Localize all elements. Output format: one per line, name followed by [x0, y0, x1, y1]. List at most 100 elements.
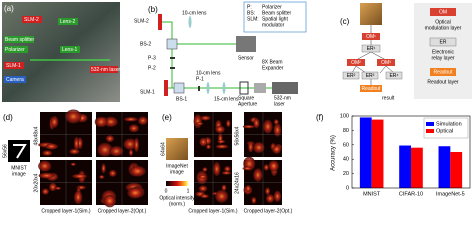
activation	[199, 137, 208, 147]
legend-text: relay layer	[431, 55, 454, 61]
legend-key: P:	[247, 4, 252, 10]
activation	[129, 165, 146, 177]
y-tick-label: 100	[340, 113, 349, 119]
component: BS-1	[176, 96, 187, 102]
activation	[253, 118, 260, 129]
activation	[251, 196, 257, 204]
activation	[206, 144, 211, 150]
legend-box	[423, 117, 469, 139]
legend-text: Optical	[435, 19, 451, 25]
row-label: 48x48x4	[33, 126, 39, 145]
input-name: MNIST	[11, 165, 27, 171]
component: SLM-1	[140, 89, 155, 95]
component: Expander	[262, 65, 284, 71]
figure: (a) SLM-2 Lens-2 Beam splitter Polarizer…	[2, 1, 472, 214]
callout-bg	[4, 76, 26, 83]
y-tick-label: 0	[346, 185, 349, 191]
input-size: 64x64	[160, 142, 166, 156]
node-label: OM²	[351, 60, 361, 66]
legend-key: ER	[440, 39, 447, 45]
panel-label: (f)	[316, 113, 324, 122]
node	[362, 33, 380, 40]
input-name: image	[12, 171, 26, 177]
x-tick-label: MNIST	[363, 191, 381, 197]
input-size: 56x56	[2, 144, 8, 158]
activation	[50, 116, 59, 128]
node-label: ER³	[366, 73, 375, 79]
legend-text: Polarizer	[262, 4, 282, 10]
slm	[158, 14, 162, 30]
activation	[268, 160, 279, 172]
panel-b: (b) SLM-2 10-cm lens BS-2 P-3 P-2 Sensor…	[134, 1, 307, 107]
component: BS-2	[140, 41, 151, 47]
activation	[38, 172, 55, 179]
legend-key: OM	[439, 9, 447, 15]
activation	[272, 144, 282, 154]
legend-swatch	[430, 68, 456, 76]
activation	[138, 116, 148, 125]
legend-key: BS:	[247, 10, 255, 16]
node-label: Readout	[362, 86, 382, 92]
activation	[242, 166, 253, 171]
activation	[213, 162, 221, 177]
node	[342, 71, 360, 80]
lens	[206, 82, 210, 94]
panel-label: (d)	[3, 113, 13, 122]
activation	[133, 137, 140, 152]
callout: 532-nm laser	[91, 67, 121, 73]
legend-text: modulator	[262, 22, 285, 28]
lens	[188, 16, 192, 28]
activation	[54, 186, 62, 190]
x-tick-label: CIFAR-10	[399, 191, 423, 197]
y-tick-label: 80	[343, 128, 349, 134]
activation	[103, 194, 116, 208]
bar-chart: (f) Accuracy (%) 0 20 40 60 80 100 MNIST CIFAR-…	[316, 113, 471, 197]
bar	[371, 119, 384, 188]
activation	[99, 175, 105, 179]
legend-swatch	[429, 37, 457, 47]
tile-grid	[38, 109, 148, 208]
caption: Cropped layer-2(Opt.)	[244, 208, 293, 214]
activation	[129, 124, 139, 133]
input-image	[166, 138, 188, 160]
legend-label: Simulation	[436, 121, 462, 127]
row-label: 56x56x4	[234, 126, 240, 145]
plot-frame	[351, 115, 471, 189]
activation	[265, 194, 275, 203]
beam-splitter	[166, 38, 178, 50]
legend-text: Spatial light	[262, 16, 288, 22]
activation	[73, 136, 79, 151]
activation	[226, 119, 231, 128]
activation	[215, 125, 225, 134]
input-name: ImageNet	[166, 163, 188, 169]
caption: Cropped layer-1(Sim.)	[188, 208, 238, 214]
component: 532-nm	[274, 95, 291, 101]
node	[385, 71, 403, 80]
legend-box	[243, 1, 307, 33]
activation	[273, 190, 282, 202]
component: P-3	[148, 55, 156, 61]
aperture	[239, 81, 249, 95]
lens	[222, 82, 226, 94]
panel-label: (c)	[340, 17, 350, 26]
callout: Beam splitter	[5, 37, 35, 43]
colorbar-label: 0	[165, 188, 168, 194]
activation	[97, 142, 113, 157]
panel-c: (c) OM¹ ER¹ OM² OM³ ER² ER³ ER⁴ Readout …	[340, 3, 472, 101]
component: Aperture	[238, 101, 257, 107]
callout: Camera	[6, 77, 24, 83]
activation	[215, 189, 229, 203]
legend-key: Readout	[434, 69, 454, 75]
callout: Lens-1	[62, 47, 78, 53]
polarizer	[170, 67, 175, 69]
callout: Polarizer	[5, 47, 25, 53]
node-label: OM¹	[366, 34, 376, 40]
bar	[438, 146, 451, 188]
activation	[128, 149, 134, 157]
colorbar-title: Optical intensity	[159, 195, 195, 201]
node	[361, 71, 379, 80]
x-tick-label: ImageNet-5	[436, 191, 465, 197]
legend-label: Optical	[436, 128, 453, 134]
callout-bg	[22, 16, 42, 23]
polarizer	[170, 57, 175, 59]
